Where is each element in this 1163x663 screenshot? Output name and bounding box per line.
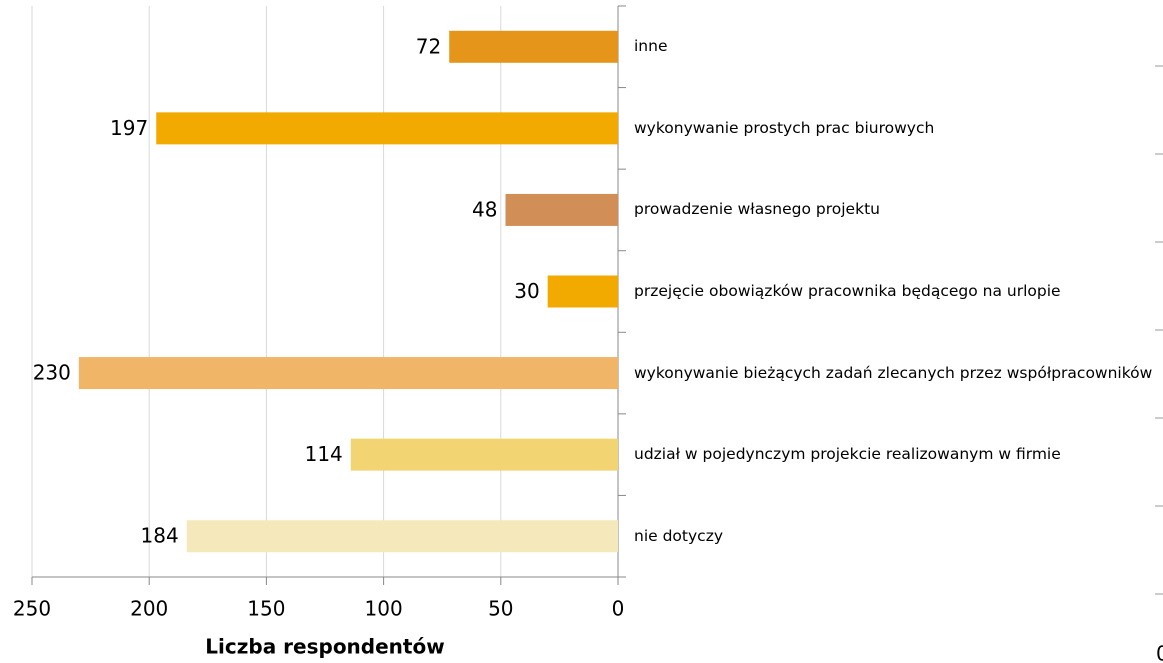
x-axis-title: Liczba respondentów	[205, 635, 444, 659]
category-label: wykonywanie prostych prac biurowych	[634, 118, 935, 137]
category-label: wykonywanie bieżących zadań zlecanych pr…	[634, 363, 1153, 382]
x-tick-label: 0	[612, 597, 625, 621]
category-label: inne	[634, 37, 668, 56]
bar	[505, 193, 618, 226]
bar	[156, 112, 618, 145]
bar	[449, 30, 618, 63]
side-fragment: 0	[1155, 65, 1163, 663]
category-label-box: przejęcie obowiązków pracownika będącego…	[634, 282, 1061, 300]
category-label-box: inne	[634, 37, 668, 56]
value-label: 30	[514, 279, 539, 303]
category-label-box: prowadzenie własnego projektu	[634, 200, 880, 219]
value-label: 48	[472, 197, 497, 221]
fragment-label: 0	[1156, 642, 1163, 663]
value-label: 114	[305, 442, 343, 466]
bar	[78, 357, 618, 390]
x-tick-label: 250	[13, 597, 51, 621]
category-label: prowadzenie własnego projektu	[634, 200, 880, 219]
x-tick-label: 200	[130, 597, 168, 621]
value-label: 72	[416, 34, 441, 58]
category-label-box: wykonywanie bieżących zadań zlecanych pr…	[634, 363, 1153, 382]
value-label: 197	[110, 116, 148, 140]
x-tick-label: 50	[488, 597, 513, 621]
category-label: udział w pojedynczym projekcie realizowa…	[634, 445, 1061, 464]
x-tick-label: 150	[247, 597, 285, 621]
bar	[186, 520, 619, 553]
category-label: przejęcie obowiązków pracownika będącego…	[634, 282, 1061, 300]
x-tick-label: 100	[365, 597, 403, 621]
bar	[350, 438, 618, 471]
grid	[31, 6, 502, 577]
bar	[547, 275, 618, 308]
category-label-box: nie dotyczy	[634, 526, 723, 545]
category-label-box: udział w pojedynczym projekcie realizowa…	[634, 445, 1061, 464]
category-label: nie dotyczy	[634, 526, 723, 545]
value-label: 184	[141, 524, 179, 548]
value-label: 230	[33, 361, 71, 385]
category-label-box: wykonywanie prostych prac biurowych	[634, 118, 935, 137]
